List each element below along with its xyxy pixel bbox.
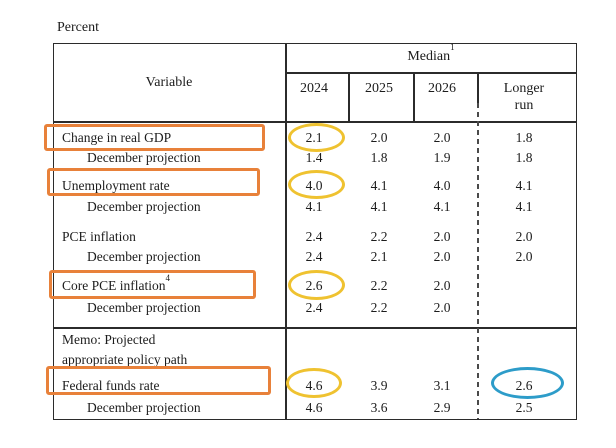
value-2025: 2.2 bbox=[370, 300, 388, 315]
value-2026: 4.1 bbox=[433, 199, 451, 214]
variable-column-divider bbox=[285, 43, 287, 420]
median-footnote-sup: 1 bbox=[450, 42, 455, 53]
variable-label: Unemployment rate bbox=[62, 178, 170, 193]
value-2025: 2.2 bbox=[370, 278, 388, 293]
memo-label-line2: appropriate policy path bbox=[62, 352, 188, 367]
projections-table-frame bbox=[53, 43, 577, 420]
highlight-circle-gdp-2024 bbox=[288, 123, 345, 152]
year-header-2026: 2026 bbox=[428, 81, 456, 96]
table-row-pce-inflation: PCE inflation 2.4 2.2 2.0 2.0 bbox=[0, 228, 616, 245]
value-2026: 1.9 bbox=[433, 150, 451, 165]
highlight-circle-unemployment-2024 bbox=[288, 170, 345, 199]
value-2025: 1.8 bbox=[370, 150, 388, 165]
value-2026: 2.0 bbox=[433, 300, 451, 315]
highlight-circle-fed-funds-2024 bbox=[286, 368, 342, 398]
highlight-box-federal-funds-rate bbox=[46, 366, 271, 395]
value-2024: 2.4 bbox=[305, 300, 323, 315]
table-row-fed-funds-december-projection: December projection 4.6 3.6 2.9 2.5 bbox=[0, 399, 616, 416]
table-row-gdp-december-projection: December projection 1.4 1.8 1.9 1.8 bbox=[0, 149, 616, 166]
table-row-unemployment-december-projection: December projection 4.1 4.1 4.1 4.1 bbox=[0, 198, 616, 215]
variable-label: December projection bbox=[87, 150, 201, 165]
longer-run-header-line2: run bbox=[514, 98, 534, 113]
value-2024: 4.6 bbox=[305, 400, 323, 415]
value-2025: 4.1 bbox=[370, 199, 388, 214]
value-2025: 3.6 bbox=[370, 400, 388, 415]
percent-unit-label: Percent bbox=[57, 20, 99, 35]
value-2024: 2.4 bbox=[305, 229, 323, 244]
value-longer-run: 4.1 bbox=[515, 178, 533, 193]
value-2025: 3.9 bbox=[370, 378, 388, 393]
year-header-2024: 2024 bbox=[300, 81, 328, 96]
longer-run-divider-dashed bbox=[477, 103, 479, 419]
value-2025: 2.1 bbox=[370, 249, 388, 264]
variable-label: December projection bbox=[87, 199, 201, 214]
highlight-box-core-pce-inflation bbox=[49, 270, 256, 299]
variable-label: December projection bbox=[87, 400, 201, 415]
year-header-2025: 2025 bbox=[365, 81, 393, 96]
value-2024: 2.4 bbox=[305, 249, 323, 264]
value-2025: 2.2 bbox=[370, 229, 388, 244]
table-row-core-pce-december-projection: December projection 2.4 2.2 2.0 bbox=[0, 299, 616, 316]
highlight-circle-fed-funds-longer-run bbox=[491, 367, 564, 399]
median-header-underline bbox=[285, 72, 577, 74]
highlight-box-change-in-real-gdp bbox=[44, 124, 265, 151]
variable-label: Core PCE inflation4 bbox=[62, 272, 170, 293]
value-2026: 2.0 bbox=[433, 249, 451, 264]
value-2025: 4.1 bbox=[370, 178, 388, 193]
median-label: Median bbox=[407, 49, 451, 64]
table-row-unemployment-rate: Unemployment rate 4.0 4.1 4.0 4.1 bbox=[0, 177, 616, 194]
year-divider-2024-2025 bbox=[348, 72, 350, 121]
value-longer-run: 1.8 bbox=[515, 150, 533, 165]
value-2026: 2.0 bbox=[433, 278, 451, 293]
longer-run-header: Longer run bbox=[484, 80, 564, 114]
value-2026: 2.9 bbox=[433, 400, 451, 415]
value-longer-run: 1.8 bbox=[515, 130, 533, 145]
value-2026: 3.1 bbox=[433, 378, 451, 393]
year-divider-2025-2026 bbox=[413, 72, 415, 121]
value-2026: 2.0 bbox=[433, 130, 451, 145]
variable-label: PCE inflation bbox=[62, 229, 136, 244]
value-2024: 1.4 bbox=[305, 150, 323, 165]
variable-column-header: Variable bbox=[145, 75, 193, 90]
value-longer-run: 2.0 bbox=[515, 229, 533, 244]
value-longer-run: 2.5 bbox=[515, 400, 533, 415]
value-2026: 4.0 bbox=[433, 178, 451, 193]
variable-label: Federal funds rate bbox=[62, 378, 160, 393]
highlight-circle-core-pce-2024 bbox=[288, 270, 345, 300]
longer-run-divider-solid bbox=[477, 72, 479, 103]
memo-label-line1: Memo: Projected bbox=[62, 332, 156, 347]
value-2024: 4.1 bbox=[305, 199, 323, 214]
table-row-pce-december-projection: December projection 2.4 2.1 2.0 2.0 bbox=[0, 248, 616, 265]
header-bottom-rule bbox=[53, 121, 577, 123]
variable-label: December projection bbox=[87, 249, 201, 264]
value-longer-run: 4.1 bbox=[515, 199, 533, 214]
variable-label: December projection bbox=[87, 300, 201, 315]
value-longer-run: 2.0 bbox=[515, 249, 533, 264]
core-pce-footnote-sup: 4 bbox=[165, 272, 171, 283]
longer-run-header-line1: Longer bbox=[503, 81, 545, 96]
median-column-header: Median1 bbox=[285, 43, 577, 65]
variable-label: Change in real GDP bbox=[62, 130, 172, 145]
highlight-box-unemployment-rate bbox=[47, 168, 260, 196]
value-2026: 2.0 bbox=[433, 229, 451, 244]
memo-section-rule bbox=[53, 327, 577, 329]
value-2025: 2.0 bbox=[370, 130, 388, 145]
